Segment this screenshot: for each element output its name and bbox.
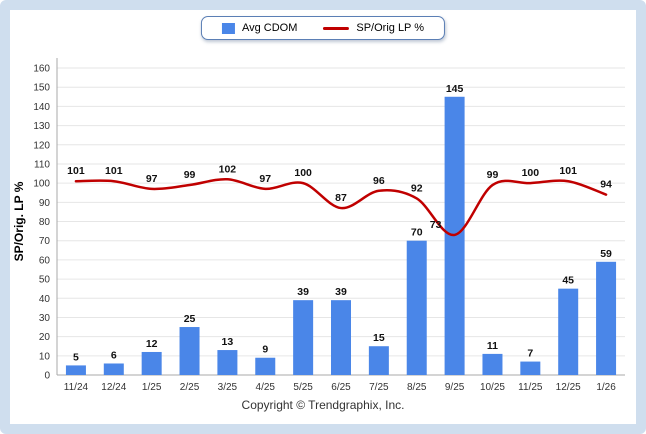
bar [293, 300, 314, 375]
copyright-text: Copyright © Trendgraphix, Inc. [241, 398, 405, 412]
x-tick-label: 11/24 [64, 382, 89, 393]
x-tick-label: 10/25 [480, 382, 505, 393]
legend: Avg CDOM SP/Orig LP % [200, 16, 446, 40]
line-value-label: 96 [373, 175, 385, 187]
y-tick-label: 140 [33, 102, 50, 113]
line-value-label: 101 [559, 165, 577, 177]
line-value-label: 87 [335, 192, 347, 204]
x-tick-label: 2/25 [180, 382, 200, 393]
bar [103, 363, 124, 375]
bar-legend-swatch-icon [221, 22, 235, 34]
x-tick-label: 1/25 [142, 382, 162, 393]
y-tick-label: 20 [39, 332, 51, 343]
legend-item-avg-cdom: Avg CDOM [221, 22, 298, 34]
bar-value-label: 5 [73, 351, 79, 363]
y-tick-label: 30 [39, 313, 51, 324]
y-tick-label: 50 [39, 275, 51, 286]
bar-value-label: 6 [111, 349, 117, 361]
y-tick-label: 40 [39, 294, 51, 305]
y-tick-label: 160 [33, 64, 50, 75]
bar-value-label: 7 [527, 348, 533, 360]
line-value-label: 100 [294, 167, 312, 179]
bar [217, 350, 238, 375]
x-tick-label: 5/25 [293, 382, 313, 393]
y-tick-label: 60 [39, 255, 51, 266]
line-value-label: 102 [219, 163, 237, 175]
y-tick-label: 10 [39, 351, 51, 362]
y-tick-label: 130 [33, 121, 50, 132]
x-tick-label: 8/25 [407, 382, 427, 393]
line-value-label: 99 [184, 169, 196, 181]
y-tick-label: 100 [33, 179, 50, 190]
x-tick-label: 9/25 [445, 382, 465, 393]
bar [596, 261, 617, 375]
bar [482, 353, 503, 375]
x-tick-label: 12/24 [101, 382, 126, 393]
bar [255, 357, 276, 375]
bar [368, 346, 389, 375]
line-value-label: 101 [105, 165, 123, 177]
y-tick-label: 0 [44, 371, 50, 382]
y-tick-label: 150 [33, 83, 50, 94]
line-value-label: 73 [430, 219, 442, 231]
sp-orig-lp-line [74, 178, 608, 237]
bar [179, 327, 200, 375]
x-tick-label: 12/25 [556, 382, 581, 393]
bar-value-label: 145 [446, 83, 464, 95]
line-value-label: 100 [522, 167, 540, 179]
y-axis-title: SP/Orig. LP % [12, 181, 26, 261]
bar-legend-label: Avg CDOM [241, 22, 298, 34]
x-tick-label: 6/25 [331, 382, 351, 393]
bar [65, 365, 86, 375]
x-tick-label: 3/25 [218, 382, 238, 393]
bar-value-label: 39 [335, 286, 347, 298]
legend-item-sp-orig-lp: SP/Orig LP % [323, 22, 424, 34]
x-tick-label: 11/25 [518, 382, 543, 393]
y-tick-label: 110 [34, 159, 50, 170]
line-value-label: 99 [487, 169, 499, 181]
y-tick-label: 90 [39, 198, 51, 209]
y-tick-label: 70 [39, 236, 51, 247]
bar-value-label: 39 [297, 286, 309, 298]
bar-value-label: 13 [222, 336, 234, 348]
bar-value-label: 70 [411, 227, 423, 239]
bar-value-label: 9 [262, 344, 268, 356]
bar-value-label: 12 [146, 338, 158, 350]
line-value-label: 97 [146, 173, 158, 185]
bar-value-label: 11 [487, 340, 498, 352]
line-value-label: 101 [67, 165, 85, 177]
line-legend-swatch-icon [323, 26, 350, 30]
y-tick-label: 80 [39, 217, 51, 228]
chart-plot: 0 10 20 30 40 50 60 70 80 90 100 110 120 130 140 150 160… [12, 58, 625, 393]
x-tick-label: 4/25 [256, 382, 276, 393]
line-value-label: 97 [259, 173, 271, 185]
x-tick-label: 7/25 [369, 382, 389, 393]
bar [331, 300, 351, 375]
y-tick-label: 120 [33, 140, 50, 151]
bar [520, 361, 541, 375]
bar-value-label: 15 [373, 332, 385, 344]
bar [558, 288, 579, 375]
bar-value-label: 59 [600, 248, 612, 260]
bar-value-label: 45 [562, 275, 574, 287]
line-value-label: 94 [600, 179, 612, 191]
bar [141, 351, 162, 375]
bar-value-label: 25 [184, 313, 196, 325]
line-value-label: 92 [411, 182, 423, 194]
x-tick-label: 1/26 [596, 382, 616, 393]
line-legend-label: SP/Orig LP % [356, 22, 425, 34]
bar [406, 240, 427, 375]
